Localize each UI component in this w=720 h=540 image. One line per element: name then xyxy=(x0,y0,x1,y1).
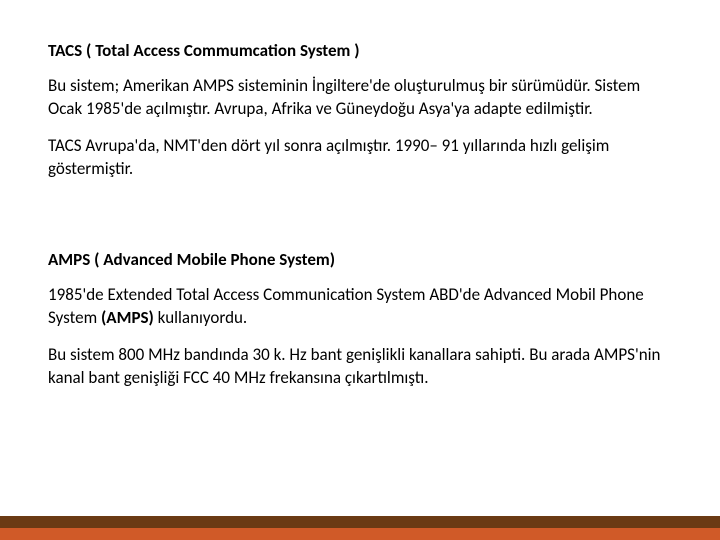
footer-bar xyxy=(0,516,720,540)
footer-orange-stripe xyxy=(0,528,720,540)
section-gap xyxy=(48,195,672,249)
section1-para1: Bu sistem; Amerikan AMPS sisteminin İngi… xyxy=(48,75,672,121)
section2-para2: Bu sistem 800 MHz bandında 30 k. Hz bant… xyxy=(48,344,672,390)
section2-para1-b: (AMPS) xyxy=(101,307,154,328)
section2-para1: 1985'de Extended Total Access Communicat… xyxy=(48,284,672,330)
section2-para1-c: kullanıyordu. xyxy=(154,307,247,328)
section1-heading: TACS ( Total Access Commumcation System … xyxy=(48,40,672,61)
section2-heading: AMPS ( Advanced Mobile Phone System) xyxy=(48,249,672,270)
slide-content: TACS ( Total Access Commumcation System … xyxy=(0,0,720,390)
section1-para2: TACS Avrupa'da, NMT'den dört yıl sonra a… xyxy=(48,135,672,181)
